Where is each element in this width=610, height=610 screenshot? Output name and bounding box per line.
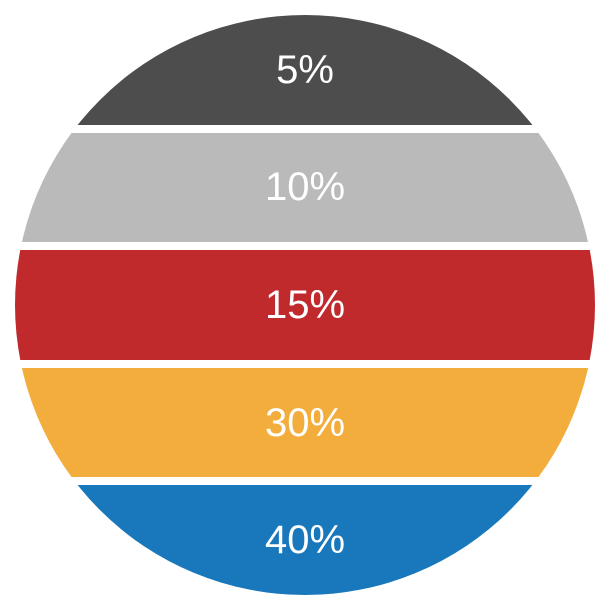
band-0: 5% bbox=[15, 15, 595, 125]
band-3: 30% bbox=[15, 368, 595, 478]
band-4: 40% bbox=[15, 485, 595, 595]
banded-circle-chart: 5% 10% 15% 30% 40% bbox=[15, 15, 595, 595]
band-label-4: 40% bbox=[265, 520, 345, 560]
band-2: 15% bbox=[15, 250, 595, 360]
band-1: 10% bbox=[15, 133, 595, 243]
band-label-2: 15% bbox=[265, 285, 345, 325]
band-label-0: 5% bbox=[276, 50, 334, 90]
band-label-3: 30% bbox=[265, 403, 345, 443]
band-label-1: 10% bbox=[265, 167, 345, 207]
